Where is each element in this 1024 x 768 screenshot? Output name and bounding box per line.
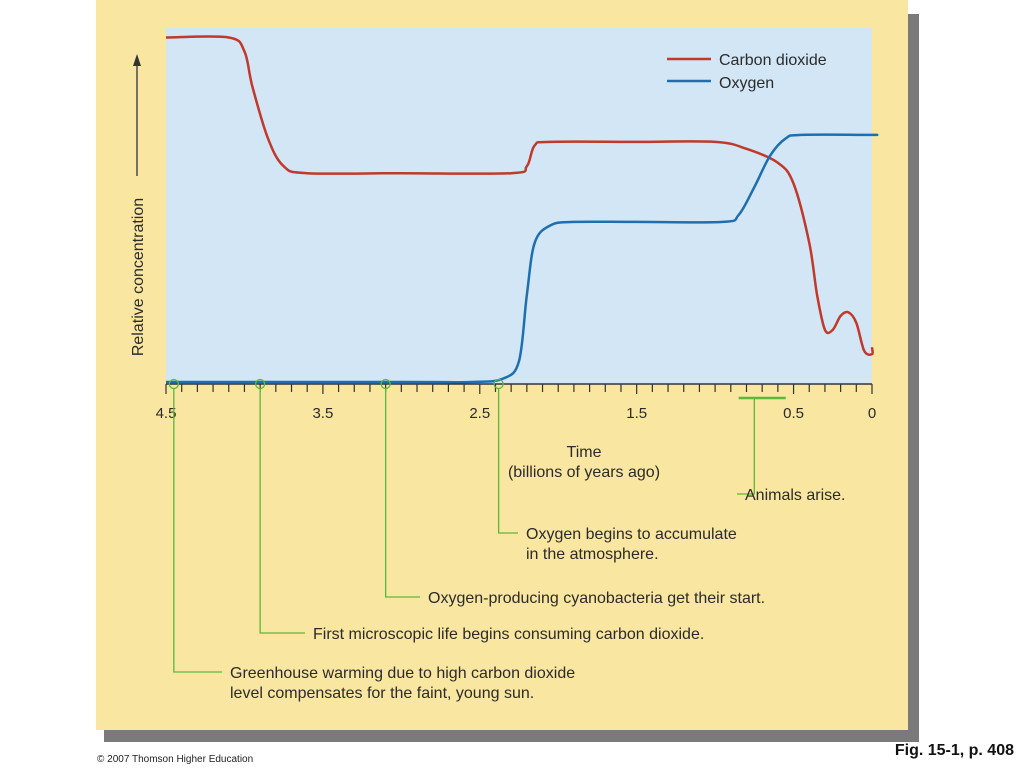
legend-label-oxygen: Oxygen xyxy=(719,75,774,92)
plot-area xyxy=(166,28,872,383)
annotation-text: Animals arise. xyxy=(745,487,845,504)
y-axis-title-group: Relative concentration xyxy=(130,54,147,356)
annotation-text-line2: in the atmosphere. xyxy=(526,546,659,563)
x-axis-subtitle: (billions of years ago) xyxy=(508,464,660,481)
x-tick-label: 0.5 xyxy=(783,405,804,422)
series-group xyxy=(165,35,879,384)
series-line-carbon-dioxide xyxy=(165,35,874,356)
annotation-leader-line xyxy=(173,388,222,673)
y-axis-arrowhead xyxy=(133,54,141,66)
tick-labels-group: 4.5 3.5 2.5 1.5 0.5 0 xyxy=(156,405,877,422)
series-line-oxygen xyxy=(166,133,879,384)
annotation-text-line2: level compensates for the faint, young s… xyxy=(230,685,534,702)
x-tick-label: 1.5 xyxy=(626,405,647,422)
annotations-group: Animals arise. Oxygen begins to accumulat… xyxy=(168,378,845,702)
x-tick-label: 0 xyxy=(868,405,876,422)
annotation-text: Oxygen begins to accumulate xyxy=(526,526,737,543)
x-axis-title: Time xyxy=(567,444,602,461)
annotation-leader-line xyxy=(259,388,305,634)
x-tick-label: 4.5 xyxy=(156,405,177,422)
legend: Carbon dioxide Oxygen xyxy=(667,52,827,92)
figure-reference: Fig. 15-1, p. 408 xyxy=(894,742,1014,759)
x-tick-label: 3.5 xyxy=(312,405,333,422)
x-tick-label: 2.5 xyxy=(469,405,490,422)
legend-label-carbon-dioxide: Carbon dioxide xyxy=(719,52,827,69)
annotation-leader-line xyxy=(737,398,755,495)
annotation-leader-line xyxy=(497,388,518,534)
annotation-text: First microscopic life begins consuming … xyxy=(313,626,704,643)
copyright-credit: © 2007 Thomson Higher Education xyxy=(97,754,254,765)
y-axis-title: Relative concentration xyxy=(130,198,147,356)
annotation-text: Oxygen-producing cyanobacteria get their… xyxy=(428,590,765,607)
annotation-text: Greenhouse warming due to high carbon di… xyxy=(230,665,575,682)
ticks-group xyxy=(165,384,873,394)
annotation-leader-line xyxy=(384,388,420,598)
